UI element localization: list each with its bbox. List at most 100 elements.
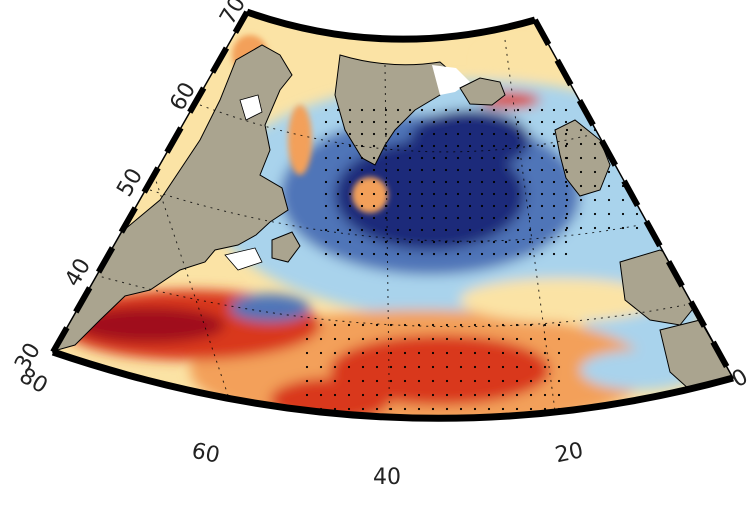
significance-dot [324,144,328,148]
significance-dot [540,144,544,148]
significance-dot [552,144,556,148]
significance-dot [360,204,364,208]
significance-dot [593,212,597,216]
significance-dot [360,240,364,244]
frame-bottom-thick [51,348,734,422]
significance-dot [418,422,420,424]
significance-dot [348,156,352,160]
lon-label-0: 0 [728,364,753,393]
dark-blue-irminger [410,110,530,170]
significance-dot [564,204,568,208]
significance-dot [372,240,376,244]
significance-dot [528,180,532,184]
labrador-inlet [239,94,263,121]
significance-dot [384,192,388,196]
significance-dot [360,168,364,172]
significance-dot [473,365,477,369]
significance-dot [348,240,352,244]
significance-dot [333,323,337,327]
significance-dot [404,422,406,424]
pale-yellow-northeast [480,45,560,75]
significance-dot [528,120,532,124]
significance-dot [360,228,364,232]
red-subtropics [330,335,550,405]
significance-dot [552,180,556,184]
significance-dot [635,212,639,216]
significance-dot [488,422,490,424]
significance-dot [336,132,340,136]
significance-dot [347,323,351,327]
significance-dot [468,228,472,232]
significance-dot [420,132,424,136]
significance-dot [492,240,496,244]
lon-label-60: 60 [189,439,222,469]
significance-dot [516,108,520,112]
significance-dot [487,393,491,397]
significance-dot [528,252,532,256]
significance-dot [408,192,412,196]
significance-dot [347,393,351,397]
significance-dot [480,192,484,196]
significance-dot [319,365,323,369]
significance-dot [492,252,496,256]
significance-dot [565,128,569,132]
significance-dot [420,240,424,244]
europe-land [554,119,611,197]
significance-dot [348,204,352,208]
significance-dot [501,365,505,369]
significance-dot [384,108,388,112]
significance-dot [504,180,508,184]
significance-dot [456,156,460,160]
significance-dot [492,216,496,220]
significance-dot [408,252,412,256]
significance-dot [515,379,519,383]
significance-dot [408,180,412,184]
significance-dot [431,365,435,369]
significance-dot [432,144,436,148]
significance-dot [444,216,448,220]
significance-dot [384,228,388,232]
significance-dot [360,180,364,184]
significance-dot [347,379,351,383]
significance-dot [480,204,484,208]
significance-dot [487,337,491,341]
significance-dot [396,144,400,148]
significance-dot [396,108,400,112]
significance-dot [348,132,352,136]
significance-dot [579,226,583,230]
significance-dot [544,422,546,424]
significance-dot [529,393,533,397]
significance-dot [305,323,309,327]
significance-dot [635,226,639,230]
significance-dot [552,108,556,112]
significance-dot [557,323,561,327]
significance-dot [305,337,309,341]
significance-dot [408,156,412,160]
significance-dot [480,132,484,136]
significance-dot [468,240,472,244]
significance-dot [420,252,424,256]
significance-dot [504,228,508,232]
significance-dot [552,252,556,256]
significance-dot [502,422,504,424]
significance-dot [456,132,460,136]
significance-dot [403,337,407,341]
significance-dot [473,393,477,397]
significance-dot [408,168,412,172]
significance-dot [552,156,556,160]
significance-dot [516,192,520,196]
significance-dot [456,120,460,124]
significance-dot [552,228,556,232]
significance-dot [480,216,484,220]
significance-dot [361,365,365,369]
significance-dot [408,144,412,148]
significance-dot [431,323,435,327]
significance-dot [431,393,435,397]
significance-dot [333,379,337,383]
significance-dot [348,120,352,124]
significance-dot [348,144,352,148]
significance-dot [504,216,508,220]
significance-dot [635,142,639,146]
significance-dot [530,422,532,424]
